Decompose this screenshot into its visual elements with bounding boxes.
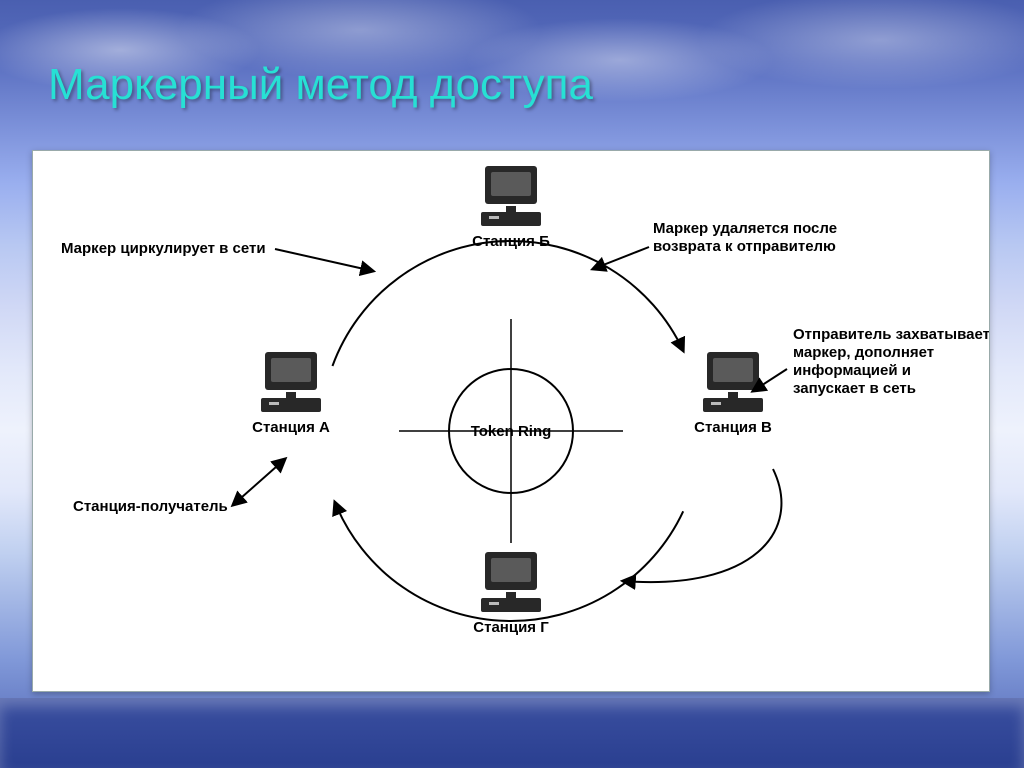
center-label: Token Ring xyxy=(471,423,552,440)
station-label-G: Станция Г xyxy=(473,619,549,636)
annotation-arrow-circulates xyxy=(275,249,373,271)
slide-title: Маркерный метод доступа xyxy=(48,60,593,110)
token-ring-diagram: Token Ring Станция А Станция Б Станция В Ста… xyxy=(33,151,989,691)
annotation-receiver: Станция-получатель xyxy=(73,498,228,515)
station-label-A: Станция А xyxy=(252,419,330,436)
slide: Маркерный метод доступа Token Ring Станци… xyxy=(0,0,1024,768)
station-label-B: Станция Б xyxy=(472,233,550,250)
diagram-card: Token Ring Станция А Станция Б Станция В Ста… xyxy=(32,150,990,692)
water-decor xyxy=(0,698,1024,768)
annotation-capture: Отправитель захватываетмаркер, дополняет… xyxy=(793,326,989,397)
station-label-V: Станция В xyxy=(694,419,772,436)
ring-arc xyxy=(332,241,683,366)
station-B xyxy=(481,166,541,226)
annotation-arrow-receiver xyxy=(233,459,285,505)
station-G xyxy=(481,552,541,612)
station-V xyxy=(703,352,763,412)
annotation-removed: Маркер удаляется послевозврата к отправи… xyxy=(653,220,837,255)
annotation-arrow-removed xyxy=(593,247,649,269)
station-A xyxy=(261,352,321,412)
annotation-circulates: Маркер циркулирует в сети xyxy=(61,240,266,257)
